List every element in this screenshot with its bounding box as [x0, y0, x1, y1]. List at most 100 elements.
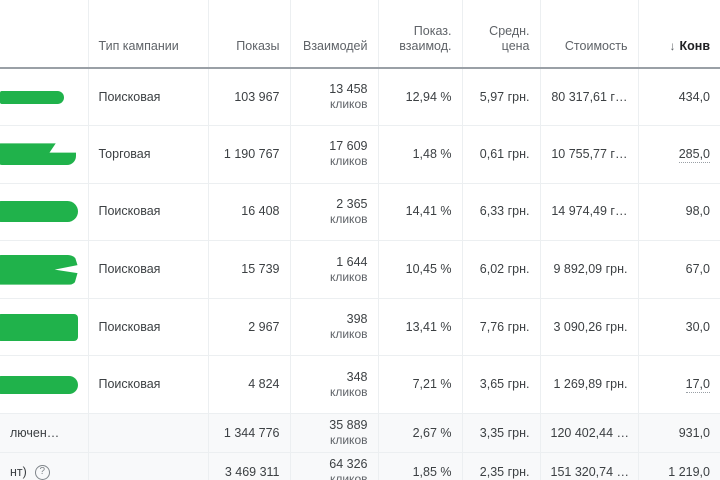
- interactions-value: 13 458: [329, 82, 368, 97]
- cell-average-price: 0,61 грн.: [461, 125, 540, 184]
- interactions-unit: кликов: [329, 269, 368, 284]
- redaction-mark: [0, 90, 64, 104]
- table-row: Торговая 1 190 767 17 609 кликов 1,48 % 0,61 …: [0, 125, 720, 184]
- cell-campaign-name[interactable]: лючен…: [0, 413, 88, 454]
- cell-campaign-type: [87, 452, 208, 480]
- cell-conversions: 931,0: [637, 413, 720, 454]
- cell-campaign-type: Поисковая: [87, 355, 208, 415]
- interactions-value: 398: [346, 312, 368, 327]
- cell-campaign-name[interactable]: [0, 125, 88, 184]
- cell-average-price: 6,33 грн.: [461, 183, 540, 242]
- table-total-row: лючен… 1 344 776 35 889 кликов 2,67 % 3,35 гр…: [0, 413, 720, 454]
- column-header-campaign-type[interactable]: Тип кампании: [87, 0, 208, 69]
- cell-campaign-name[interactable]: [0, 183, 88, 242]
- cell-interactions: 13 458 кликов: [289, 68, 378, 127]
- cell-cost: 80 317,61 г…: [539, 68, 638, 127]
- cell-interactions: 17 609 кликов: [289, 125, 378, 184]
- cell-impressions: 1 344 776: [207, 413, 290, 454]
- cell-interaction-rate: 1,85 %: [377, 452, 462, 480]
- interactions-value: 17 609: [329, 139, 368, 154]
- cell-cost: 9 892,09 грн.: [539, 240, 638, 299]
- table-row: Поисковая 4 824 348 кликов 7,21 % 3,65 грн. 1 …: [0, 355, 720, 415]
- cell-interaction-rate: 10,45 %: [377, 240, 462, 299]
- cell-campaign-name[interactable]: [0, 355, 88, 415]
- table-header: Тип кампании Показы Взаимодей Показ. вза…: [0, 0, 720, 69]
- cell-average-price: 6,02 грн.: [461, 240, 540, 299]
- table-row: Поисковая 2 967 398 кликов 13,41 % 7,76 грн. 3…: [0, 298, 720, 357]
- cell-campaign-type: [87, 413, 208, 454]
- campaign-name-wrapper: [0, 375, 78, 394]
- cell-impressions: 4 824: [207, 355, 290, 415]
- column-header-average-price[interactable]: Средн. цена: [461, 0, 540, 69]
- interactions-unit: кликов: [329, 433, 368, 448]
- conversions-value: 98,0: [685, 204, 710, 219]
- column-header-conversions[interactable]: ↓ Конв: [637, 0, 720, 69]
- help-icon[interactable]: ?: [34, 464, 50, 480]
- cell-conversions: 285,0: [637, 125, 720, 184]
- interactions-unit: кликов: [329, 97, 368, 112]
- column-header-interaction-rate[interactable]: Показ. взаимод.: [377, 0, 462, 69]
- conversions-value: 67,0: [685, 262, 710, 277]
- cell-interactions: 35 889 кликов: [289, 413, 378, 454]
- cell-campaign-name[interactable]: [0, 68, 88, 127]
- cell-interactions: 2 365 кликов: [289, 183, 378, 242]
- cell-campaign-name[interactable]: [0, 298, 88, 357]
- campaign-name-text: лючен…: [10, 425, 60, 440]
- table-row: Поисковая 103 967 13 458 кликов 12,94 % 5,97 …: [0, 68, 720, 127]
- cell-cost: 14 974,49 г…: [539, 183, 638, 242]
- conversions-value: 931,0: [678, 425, 710, 440]
- campaign-name-text: нт): [10, 464, 27, 479]
- table-row: Поисковая 16 408 2 365 кликов 14,41 % 6,33 гр…: [0, 183, 720, 242]
- campaign-name-wrapper: [0, 90, 78, 104]
- interactions-value: 1 644: [336, 254, 368, 269]
- sort-descending-icon: ↓: [669, 39, 676, 53]
- cell-conversions: 17,0: [637, 355, 720, 415]
- table-row: Поисковая 15 739 1 644 кликов 10,45 % 6,02 гр…: [0, 240, 720, 299]
- campaign-name-wrapper: [0, 143, 78, 166]
- cell-campaign-name[interactable]: нт)?: [0, 452, 88, 480]
- conversions-value: 30,0: [685, 319, 710, 334]
- interactions-value: 348: [346, 369, 368, 384]
- cell-interaction-rate: 7,21 %: [377, 355, 462, 415]
- table-header-row: Тип кампании Показы Взаимодей Показ. вза…: [0, 0, 720, 69]
- cell-interaction-rate: 14,41 %: [377, 183, 462, 242]
- cell-average-price: 5,97 грн.: [461, 68, 540, 127]
- cell-average-price: 7,76 грн.: [461, 298, 540, 357]
- redaction-mark: [0, 143, 76, 166]
- column-header-interactions[interactable]: Взаимодей: [289, 0, 378, 69]
- cell-interaction-rate: 1,48 %: [377, 125, 462, 184]
- cell-conversions: 98,0: [637, 183, 720, 242]
- cell-average-price: 3,65 грн.: [461, 355, 540, 415]
- conversions-value: 17,0: [685, 377, 710, 394]
- interactions-unit: кликов: [329, 154, 368, 169]
- interactions-unit: кликов: [329, 384, 368, 399]
- cell-conversions: 67,0: [637, 240, 720, 299]
- interactions-value: 35 889: [329, 418, 368, 433]
- cell-interactions: 1 644 кликов: [289, 240, 378, 299]
- campaign-name-wrapper: [0, 254, 78, 285]
- cell-interactions: 398 кликов: [289, 298, 378, 357]
- column-header-campaign-name[interactable]: [0, 0, 88, 69]
- cell-impressions: 3 469 311: [207, 452, 290, 480]
- cell-campaign-type: Поисковая: [87, 68, 208, 127]
- conversions-value: 1 219,0: [668, 464, 710, 480]
- cell-campaign-name[interactable]: [0, 240, 88, 299]
- cell-cost: 151 320,74 …: [539, 452, 638, 480]
- campaign-name-wrapper: [0, 201, 78, 223]
- redaction-mark: [0, 375, 78, 394]
- column-header-impressions[interactable]: Показы: [207, 0, 290, 69]
- cell-average-price: 2,35 грн.: [461, 452, 540, 480]
- cell-campaign-type: Поисковая: [87, 298, 208, 357]
- campaign-name-wrapper: нт)?: [10, 464, 78, 480]
- column-header-cost[interactable]: Стоимость: [539, 0, 638, 69]
- cell-campaign-type: Поисковая: [87, 240, 208, 299]
- column-header-conversions-label: Конв: [679, 39, 711, 53]
- cell-average-price: 3,35 грн.: [461, 413, 540, 454]
- cell-conversions: 30,0: [637, 298, 720, 357]
- redaction-mark: [0, 313, 78, 341]
- cell-interaction-rate: 2,67 %: [377, 413, 462, 454]
- conversions-value: 285,0: [678, 146, 710, 163]
- interactions-unit: кликов: [329, 327, 368, 342]
